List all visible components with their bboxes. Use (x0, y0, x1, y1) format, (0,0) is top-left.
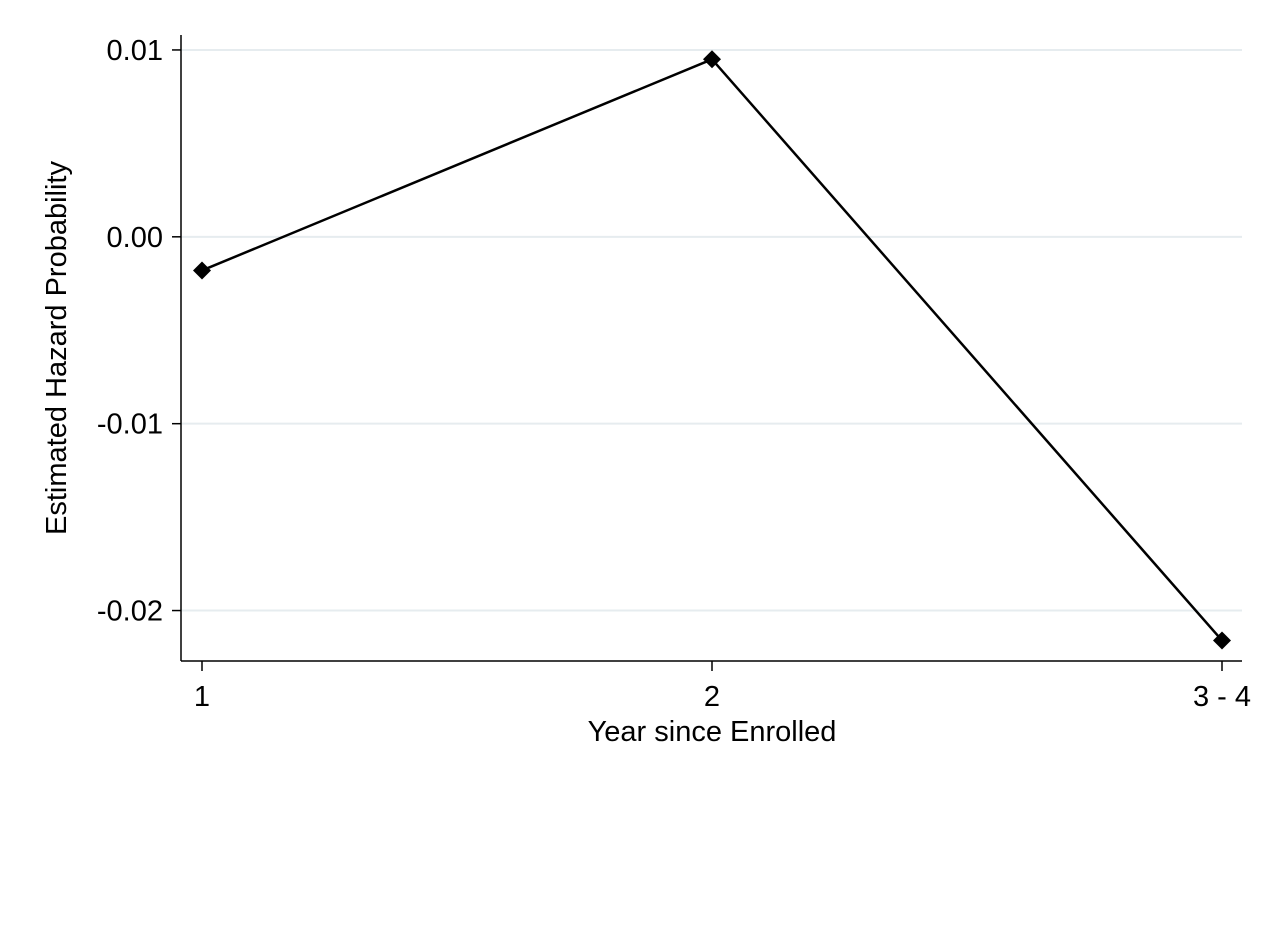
x-tick-label: 2 (704, 681, 720, 713)
data-point-marker (703, 50, 721, 69)
axes (172, 35, 1242, 671)
y-tick-label: -0.02 (97, 596, 163, 628)
data-point-marker (193, 261, 211, 280)
x-tick-label: 1 (194, 681, 210, 713)
y-tick-label: 0.01 (107, 35, 163, 67)
x-axis-title: Year since Enrolled (588, 716, 837, 748)
tick-labels: 0.01 0.00 -0.01 -0.02 1 2 3 - 4 (97, 35, 1251, 713)
data-point-marker (1213, 631, 1231, 650)
y-gridlines (181, 48, 1242, 612)
y-axis-title: Estimated Hazard Probability (41, 161, 73, 535)
series-markers (193, 50, 1231, 650)
y-tick-label: 0.00 (107, 222, 163, 254)
x-tick-label: 3 - 4 (1193, 681, 1251, 713)
y-tick-label: -0.01 (97, 409, 163, 441)
